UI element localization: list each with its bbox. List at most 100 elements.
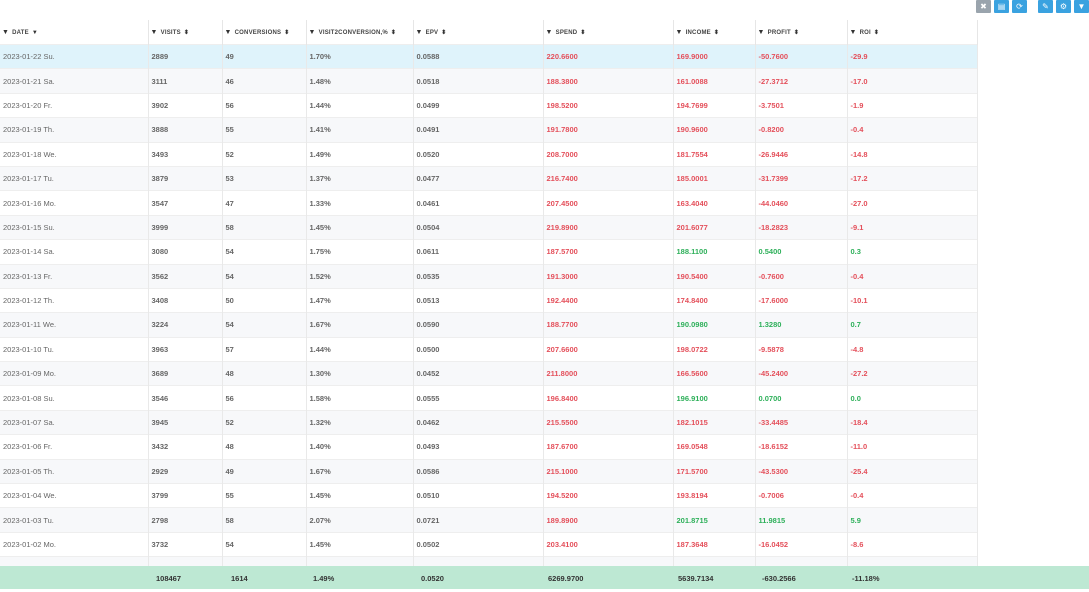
export-icon[interactable]: ▤ (994, 0, 1009, 13)
cell-epv: 0.0510 (413, 483, 544, 508)
table-row[interactable]: 2023-01-08 Su. 3546 56 1.58% 0.0555 196.8400 1… (0, 385, 978, 411)
table-row[interactable]: 2023-01-02 Mo. 3732 54 1.45% 0.0502 203.4100 1… (0, 531, 978, 557)
sort-icon[interactable]: ⬍ (390, 29, 397, 36)
refresh-icon[interactable]: ⟳ (1012, 0, 1027, 13)
cell-visit2conversion: 1.45% (306, 531, 414, 557)
cell-visits: 3879 (148, 165, 223, 191)
table-row[interactable]: 2023-01-18 We. 3493 52 1.49% 0.0520 208.7000 1… (0, 141, 978, 167)
column-label: CONVERSIONS (234, 29, 282, 36)
table-row[interactable]: 2023-01-07 Sa. 3945 52 1.32% 0.0462 215.5500 1… (0, 409, 978, 435)
column-filter-icon[interactable]: ▼ (224, 28, 232, 36)
cell-visits: 3945 (148, 409, 223, 435)
cell-date: 2023-01-16 Mo. (0, 190, 149, 216)
table-header-row: ▼ DATE ▼ ▼ VISITS ⬍ ▼ CONVERSIONS ⬍ ▼ VISIT2CONVER… (0, 20, 978, 45)
sort-icon[interactable]: ⬍ (441, 29, 447, 36)
cell-spend: 188.3800 (543, 68, 674, 94)
toolbar: ✖ ▤ ⟳ ✎ ⚙ ▼ (976, 0, 1089, 14)
column-filter-icon[interactable]: ▼ (849, 28, 857, 36)
column-filter-icon[interactable]: ▼ (675, 28, 683, 36)
cell-spend: 220.6600 (543, 43, 674, 69)
cell-profit: -45.2400 (755, 361, 848, 386)
table-row[interactable]: 2023-01-17 Tu. 3879 53 1.37% 0.0477 216.7400 1… (0, 165, 978, 191)
table-row[interactable]: 2023-01-15 Su. 3999 58 1.45% 0.0504 219.8900 2… (0, 214, 978, 240)
column-filter-icon[interactable]: ▼ (545, 28, 553, 36)
cell-visit2conversion: 1.32% (306, 409, 414, 435)
table-row[interactable]: 2023-01-19 Th. 3888 55 1.41% 0.0491 191.7800 1… (0, 117, 978, 143)
cell-epv: 0.0493 (413, 434, 544, 460)
cell-visits: 2798 (148, 507, 223, 533)
table-row[interactable]: 2023-01-16 Mo. 3547 47 1.33% 0.0461 207.4500 1… (0, 190, 978, 216)
cell-conversions: 46 (222, 68, 307, 94)
column-filter-icon[interactable]: ▼ (757, 28, 765, 36)
cell-epv: 0.0462 (413, 409, 544, 435)
cell-epv: 0.0461 (413, 190, 544, 216)
column-header-roi[interactable]: ▼ ROI ⬍ (847, 20, 978, 45)
table-row[interactable]: 2023-01-22 Su. 2889 49 1.70% 0.0588 220.6600 1… (0, 43, 978, 69)
cell-roi: -25.4 (847, 458, 978, 484)
column-header-visits[interactable]: ▼ VISITS ⬍ (148, 20, 223, 45)
table-row[interactable]: 2023-01-11 We. 3224 54 1.67% 0.0590 188.7700 1… (0, 312, 978, 338)
sort-icon[interactable]: ⬍ (284, 29, 290, 36)
sort-icon[interactable]: ⬍ (183, 29, 190, 36)
total-roi: -11.18% (852, 574, 880, 583)
column-header-visit2conversion[interactable]: ▼ VISIT2CONVERSION,% ⬍ (306, 20, 414, 45)
cell-conversions: 56 (222, 385, 307, 411)
filter-icon[interactable]: ▼ (1074, 0, 1089, 13)
table-row[interactable]: 2023-01-04 We. 3799 55 1.45% 0.0510 194.5200 1… (0, 483, 978, 508)
sort-icon[interactable]: ⬍ (713, 29, 720, 36)
cell-date: 2023-01-14 Sa. (0, 239, 149, 265)
cell-visits: 3493 (148, 141, 223, 167)
table-row[interactable]: 2023-01-03 Tu. 2798 58 2.07% 0.0721 189.8900 2… (0, 507, 978, 533)
cell-income: 185.0001 (673, 165, 756, 191)
table-row[interactable]: 2023-01-13 Fr. 3562 54 1.52% 0.0535 191.3000 1… (0, 263, 978, 289)
column-header-conversions[interactable]: ▼ CONVERSIONS ⬍ (222, 20, 307, 45)
stats-table: ▼ DATE ▼ ▼ VISITS ⬍ ▼ CONVERSIONS ⬍ ▼ VISIT2CONVER… (0, 20, 978, 581)
column-header-spend[interactable]: ▼ SPEND ⬍ (543, 20, 674, 45)
table-row[interactable]: 2023-01-21 Sa. 3111 46 1.48% 0.0518 188.3800 1… (0, 68, 978, 94)
cell-visit2conversion: 1.44% (306, 92, 414, 118)
cell-visit2conversion: 1.67% (306, 312, 414, 338)
cell-roi: -0.4 (847, 263, 978, 289)
cell-roi: -4.8 (847, 336, 978, 362)
column-filter-icon[interactable]: ▼ (308, 28, 316, 36)
sort-icon[interactable]: ▼ (31, 29, 38, 36)
table-row[interactable]: 2023-01-05 Th. 2929 49 1.67% 0.0586 215.1000 1… (0, 458, 978, 484)
settings-icon[interactable]: ⚙ (1056, 0, 1071, 13)
table-row[interactable]: 2023-01-14 Sa. 3080 54 1.75% 0.0611 187.5700 1… (0, 239, 978, 265)
cell-income: 190.0980 (673, 312, 756, 338)
sort-icon[interactable]: ⬍ (580, 29, 586, 36)
column-label: PROFIT (767, 29, 791, 36)
column-header-profit[interactable]: ▼ PROFIT ⬍ (755, 20, 848, 45)
sort-icon[interactable]: ⬍ (793, 29, 800, 36)
cell-roi: -1.9 (847, 92, 978, 118)
column-header-epv[interactable]: ▼ EPV ⬍ (413, 20, 544, 45)
cell-roi: -27.2 (847, 361, 978, 386)
cell-income: 201.8715 (673, 507, 756, 533)
close-icon[interactable]: ✖ (976, 0, 991, 13)
table-row[interactable]: 2023-01-10 Tu. 3963 57 1.44% 0.0500 207.6600 1… (0, 336, 978, 362)
table-row[interactable]: 2023-01-06 Fr. 3432 48 1.40% 0.0493 187.6700 1… (0, 434, 978, 460)
cell-visits: 3689 (148, 361, 223, 386)
sort-icon[interactable]: ⬍ (873, 29, 880, 36)
cell-income: 193.8194 (673, 483, 756, 508)
column-filter-icon[interactable]: ▼ (415, 28, 423, 36)
table-row[interactable]: 2023-01-20 Fr. 3902 56 1.44% 0.0499 198.5200 1… (0, 92, 978, 118)
column-header-income[interactable]: ▼ INCOME ⬍ (673, 20, 756, 45)
column-header-date[interactable]: ▼ DATE ▼ (0, 20, 149, 45)
total-visits: 108467 (156, 574, 182, 583)
cell-income: 171.5700 (673, 458, 756, 484)
table-row[interactable]: 2023-01-12 Th. 3408 50 1.47% 0.0513 192.4400 1… (0, 287, 978, 313)
cell-visits: 3562 (148, 263, 223, 289)
table-row[interactable]: 2023-01-09 Mo. 3689 48 1.30% 0.0452 211.8000 1… (0, 361, 978, 386)
cell-roi: 5.9 (847, 507, 978, 533)
cell-visit2conversion: 1.45% (306, 483, 414, 508)
cell-profit: -27.3712 (755, 68, 848, 94)
edit-icon[interactable]: ✎ (1038, 0, 1053, 13)
column-filter-icon[interactable]: ▼ (150, 28, 158, 36)
cell-visit2conversion: 1.30% (306, 361, 414, 386)
column-filter-icon[interactable]: ▼ (2, 28, 10, 36)
cell-profit: 0.5400 (755, 239, 848, 265)
cell-roi: -17.2 (847, 165, 978, 191)
cell-conversions: 58 (222, 214, 307, 240)
cell-income: 166.5600 (673, 361, 756, 386)
